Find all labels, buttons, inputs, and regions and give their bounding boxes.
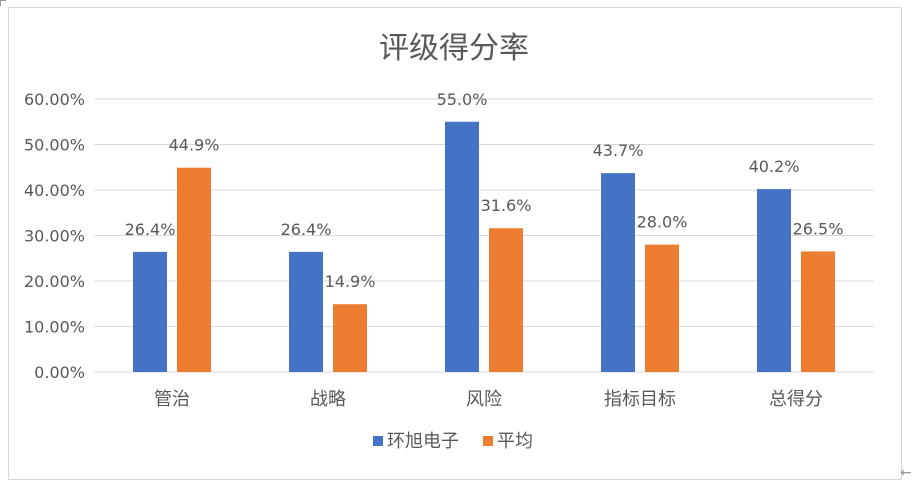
data-label: 26.4% — [125, 220, 176, 239]
legend-item: 平均 — [483, 431, 533, 452]
data-label: 40.2% — [749, 157, 800, 176]
data-label: 26.4% — [281, 220, 332, 239]
bar-company — [289, 251, 323, 372]
x-tick-label: 风险 — [466, 389, 502, 410]
legend-item: 环旭电子 — [373, 431, 459, 452]
data-label: 55.0% — [437, 90, 488, 109]
legend-swatch — [483, 436, 493, 446]
legend-label: 环旭电子 — [387, 431, 459, 452]
data-label: 31.6% — [481, 196, 532, 215]
return-arrow-icon: ← — [900, 465, 912, 481]
data-label: 43.7% — [593, 141, 644, 160]
legend-swatch — [373, 436, 383, 446]
legend-label: 平均 — [497, 431, 533, 452]
x-tick-label: 管治 — [154, 389, 190, 410]
bar-average — [489, 228, 523, 372]
y-tick-label: 60.00% — [24, 90, 85, 109]
data-label: 14.9% — [325, 272, 376, 291]
legend: 环旭电子 平均 — [373, 431, 533, 452]
y-tick-label: 30.00% — [24, 227, 85, 246]
bar-company — [133, 251, 167, 372]
data-label: 44.9% — [169, 136, 220, 155]
bar-company — [601, 173, 635, 372]
y-tick-label: 40.00% — [24, 181, 85, 200]
y-tick-label: 50.00% — [24, 136, 85, 155]
gridlines — [94, 98, 874, 373]
chart-title: 评级得分率 — [379, 31, 529, 66]
bar-average — [177, 167, 211, 372]
x-tick-label: 指标目标 — [604, 389, 676, 410]
y-tick-label: 0.00% — [34, 363, 85, 382]
bar-average — [801, 251, 835, 372]
data-label: 28.0% — [637, 213, 688, 232]
bars — [133, 121, 835, 372]
data-label: 26.5% — [793, 219, 844, 238]
x-axis-tick-labels: 管治 战略 风险 指标目标 总得分 — [154, 389, 823, 410]
y-tick-label: 20.00% — [24, 272, 85, 291]
bar-average — [333, 304, 367, 372]
y-axis-tick-labels: 0.00% 10.00% 20.00% 30.00% 40.00% 50.00% 60.00… — [24, 90, 85, 382]
data-labels: 26.4% 44.9% 26.4% 14.9% 55.0% 31.6% 43.7% 28.0%… — [125, 90, 844, 291]
selection-corner-marker — [0, 0, 6, 6]
bar-average — [645, 244, 679, 372]
bar-company — [757, 189, 791, 372]
x-tick-label: 总得分 — [769, 389, 823, 410]
y-tick-label: 10.00% — [24, 318, 85, 337]
x-tick-label: 战略 — [310, 389, 346, 410]
bar-company — [445, 121, 479, 372]
